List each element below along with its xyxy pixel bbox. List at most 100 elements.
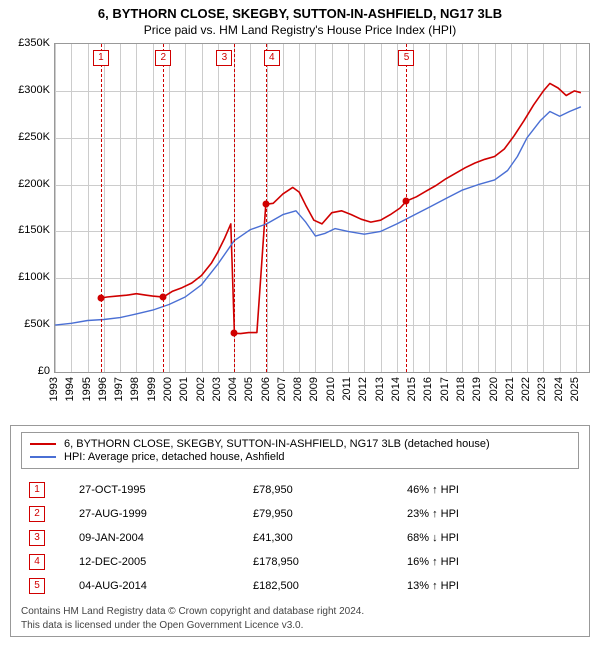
x-tick-label: 2025 bbox=[569, 377, 581, 401]
events-table-row: 5 04-AUG-2014£182,50013% ↑ HPI bbox=[23, 575, 577, 597]
x-axis: 1993199419951996199719981999200020012002… bbox=[54, 373, 590, 417]
x-tick-label: 2020 bbox=[488, 377, 500, 401]
legend-label: HPI: Average price, detached house, Ashf… bbox=[64, 451, 285, 463]
legend-swatch bbox=[30, 443, 56, 445]
legend-label: 6, BYTHORN CLOSE, SKEGBY, SUTTON-IN-ASHF… bbox=[64, 438, 490, 450]
x-tick-label: 1996 bbox=[97, 377, 109, 401]
x-tick-label: 2012 bbox=[357, 377, 369, 401]
x-tick-label: 2008 bbox=[292, 377, 304, 401]
y-tick-label: £50K bbox=[24, 318, 50, 330]
x-tick-label: 1994 bbox=[64, 377, 76, 401]
event-point-marker bbox=[262, 201, 269, 208]
y-tick-label: £350K bbox=[18, 37, 50, 49]
event-number-box: 1 bbox=[93, 50, 109, 66]
x-tick-label: 2023 bbox=[536, 377, 548, 401]
event-point-marker bbox=[231, 330, 238, 337]
event-dashed-line bbox=[266, 44, 267, 372]
event-number-box: 5 bbox=[398, 50, 414, 66]
event-delta-cell: 46% ↑ HPI bbox=[401, 479, 577, 501]
y-tick-label: £300K bbox=[18, 84, 50, 96]
y-tick-label: £150K bbox=[18, 224, 50, 236]
events-table-row: 3 09-JAN-2004£41,30068% ↓ HPI bbox=[23, 527, 577, 549]
x-tick-label: 2004 bbox=[227, 377, 239, 401]
x-tick-label: 2005 bbox=[243, 377, 255, 401]
chart-title-block: 6, BYTHORN CLOSE, SKEGBY, SUTTON-IN-ASHF… bbox=[10, 6, 590, 37]
event-number-cell: 4 bbox=[29, 554, 45, 570]
x-tick-label: 2024 bbox=[553, 377, 565, 401]
legend-row: 6, BYTHORN CLOSE, SKEGBY, SUTTON-IN-ASHF… bbox=[30, 438, 570, 450]
event-delta-cell: 68% ↓ HPI bbox=[401, 527, 577, 549]
x-tick-label: 2018 bbox=[455, 377, 467, 401]
x-tick-label: 2007 bbox=[276, 377, 288, 401]
event-point-marker bbox=[403, 197, 410, 204]
x-tick-label: 2001 bbox=[178, 377, 190, 401]
legend-swatch bbox=[30, 456, 56, 458]
x-tick-label: 1998 bbox=[129, 377, 141, 401]
y-tick-label: £200K bbox=[18, 178, 50, 190]
y-axis: £0£50K£100K£150K£200K£250K£300K£350K bbox=[10, 43, 54, 373]
x-tick-label: 1993 bbox=[48, 377, 60, 401]
y-tick-label: £250K bbox=[18, 131, 50, 143]
series-line bbox=[55, 107, 581, 325]
events-table-row: 4 12-DEC-2005£178,95016% ↑ HPI bbox=[23, 551, 577, 573]
event-date-cell: 04-AUG-2014 bbox=[73, 575, 245, 597]
x-tick-label: 2021 bbox=[504, 377, 516, 401]
event-dashed-line bbox=[234, 44, 235, 372]
legend-block: 6, BYTHORN CLOSE, SKEGBY, SUTTON-IN-ASHF… bbox=[21, 432, 579, 469]
x-tick-label: 2019 bbox=[471, 377, 483, 401]
x-tick-label: 2015 bbox=[406, 377, 418, 401]
x-tick-label: 2010 bbox=[325, 377, 337, 401]
legend-row: HPI: Average price, detached house, Ashf… bbox=[30, 451, 570, 463]
x-tick-label: 2006 bbox=[260, 377, 272, 401]
event-price-cell: £41,300 bbox=[247, 527, 399, 549]
x-tick-label: 2003 bbox=[211, 377, 223, 401]
y-tick-label: £100K bbox=[18, 271, 50, 283]
y-tick-label: £0 bbox=[38, 365, 50, 377]
event-number-cell: 5 bbox=[29, 578, 45, 594]
event-number-box: 3 bbox=[216, 50, 232, 66]
event-price-cell: £182,500 bbox=[247, 575, 399, 597]
chart-title-line1: 6, BYTHORN CLOSE, SKEGBY, SUTTON-IN-ASHF… bbox=[10, 6, 590, 21]
event-date-cell: 09-JAN-2004 bbox=[73, 527, 245, 549]
event-number-box: 4 bbox=[264, 50, 280, 66]
x-tick-label: 1997 bbox=[113, 377, 125, 401]
footer-attribution: Contains HM Land Registry data © Crown c… bbox=[21, 605, 579, 632]
event-date-cell: 27-AUG-1999 bbox=[73, 503, 245, 525]
x-tick-label: 2014 bbox=[390, 377, 402, 401]
event-dashed-line bbox=[163, 44, 164, 372]
legend-and-events: 6, BYTHORN CLOSE, SKEGBY, SUTTON-IN-ASHF… bbox=[10, 425, 590, 637]
event-date-cell: 12-DEC-2005 bbox=[73, 551, 245, 573]
chart-area: £0£50K£100K£150K£200K£250K£300K£350K 123… bbox=[10, 43, 590, 423]
x-tick-label: 2000 bbox=[162, 377, 174, 401]
x-tick-label: 1999 bbox=[146, 377, 158, 401]
series-line bbox=[101, 83, 581, 333]
event-price-cell: £178,950 bbox=[247, 551, 399, 573]
event-number-cell: 3 bbox=[29, 530, 45, 546]
event-number-box: 2 bbox=[155, 50, 171, 66]
x-tick-label: 2017 bbox=[439, 377, 451, 401]
footer-line1: Contains HM Land Registry data © Crown c… bbox=[21, 605, 579, 619]
x-tick-label: 2009 bbox=[308, 377, 320, 401]
events-table-row: 127-OCT-1995£78,95046% ↑ HPI bbox=[23, 479, 577, 501]
event-point-marker bbox=[97, 295, 104, 302]
events-table-row: 2 27-AUG-1999£79,95023% ↑ HPI bbox=[23, 503, 577, 525]
chart-title-line2: Price paid vs. HM Land Registry's House … bbox=[10, 23, 590, 37]
events-table: 127-OCT-1995£78,95046% ↑ HPI 2 27-AUG-1999… bbox=[21, 477, 579, 599]
x-tick-label: 2022 bbox=[520, 377, 532, 401]
x-tick-label: 2013 bbox=[374, 377, 386, 401]
event-point-marker bbox=[160, 294, 167, 301]
event-price-cell: £78,950 bbox=[247, 479, 399, 501]
event-date-cell: 27-OCT-1995 bbox=[73, 479, 245, 501]
x-tick-label: 2002 bbox=[195, 377, 207, 401]
event-dashed-line bbox=[406, 44, 407, 372]
x-tick-label: 2016 bbox=[422, 377, 434, 401]
x-tick-label: 1995 bbox=[81, 377, 93, 401]
event-delta-cell: 13% ↑ HPI bbox=[401, 575, 577, 597]
event-delta-cell: 23% ↑ HPI bbox=[401, 503, 577, 525]
event-delta-cell: 16% ↑ HPI bbox=[401, 551, 577, 573]
event-price-cell: £79,950 bbox=[247, 503, 399, 525]
plot-region: 1 2 3 4 5 bbox=[54, 43, 590, 373]
x-tick-label: 2011 bbox=[341, 377, 353, 401]
event-number-cell: 2 bbox=[29, 506, 45, 522]
footer-line2: This data is licensed under the Open Gov… bbox=[21, 619, 579, 633]
